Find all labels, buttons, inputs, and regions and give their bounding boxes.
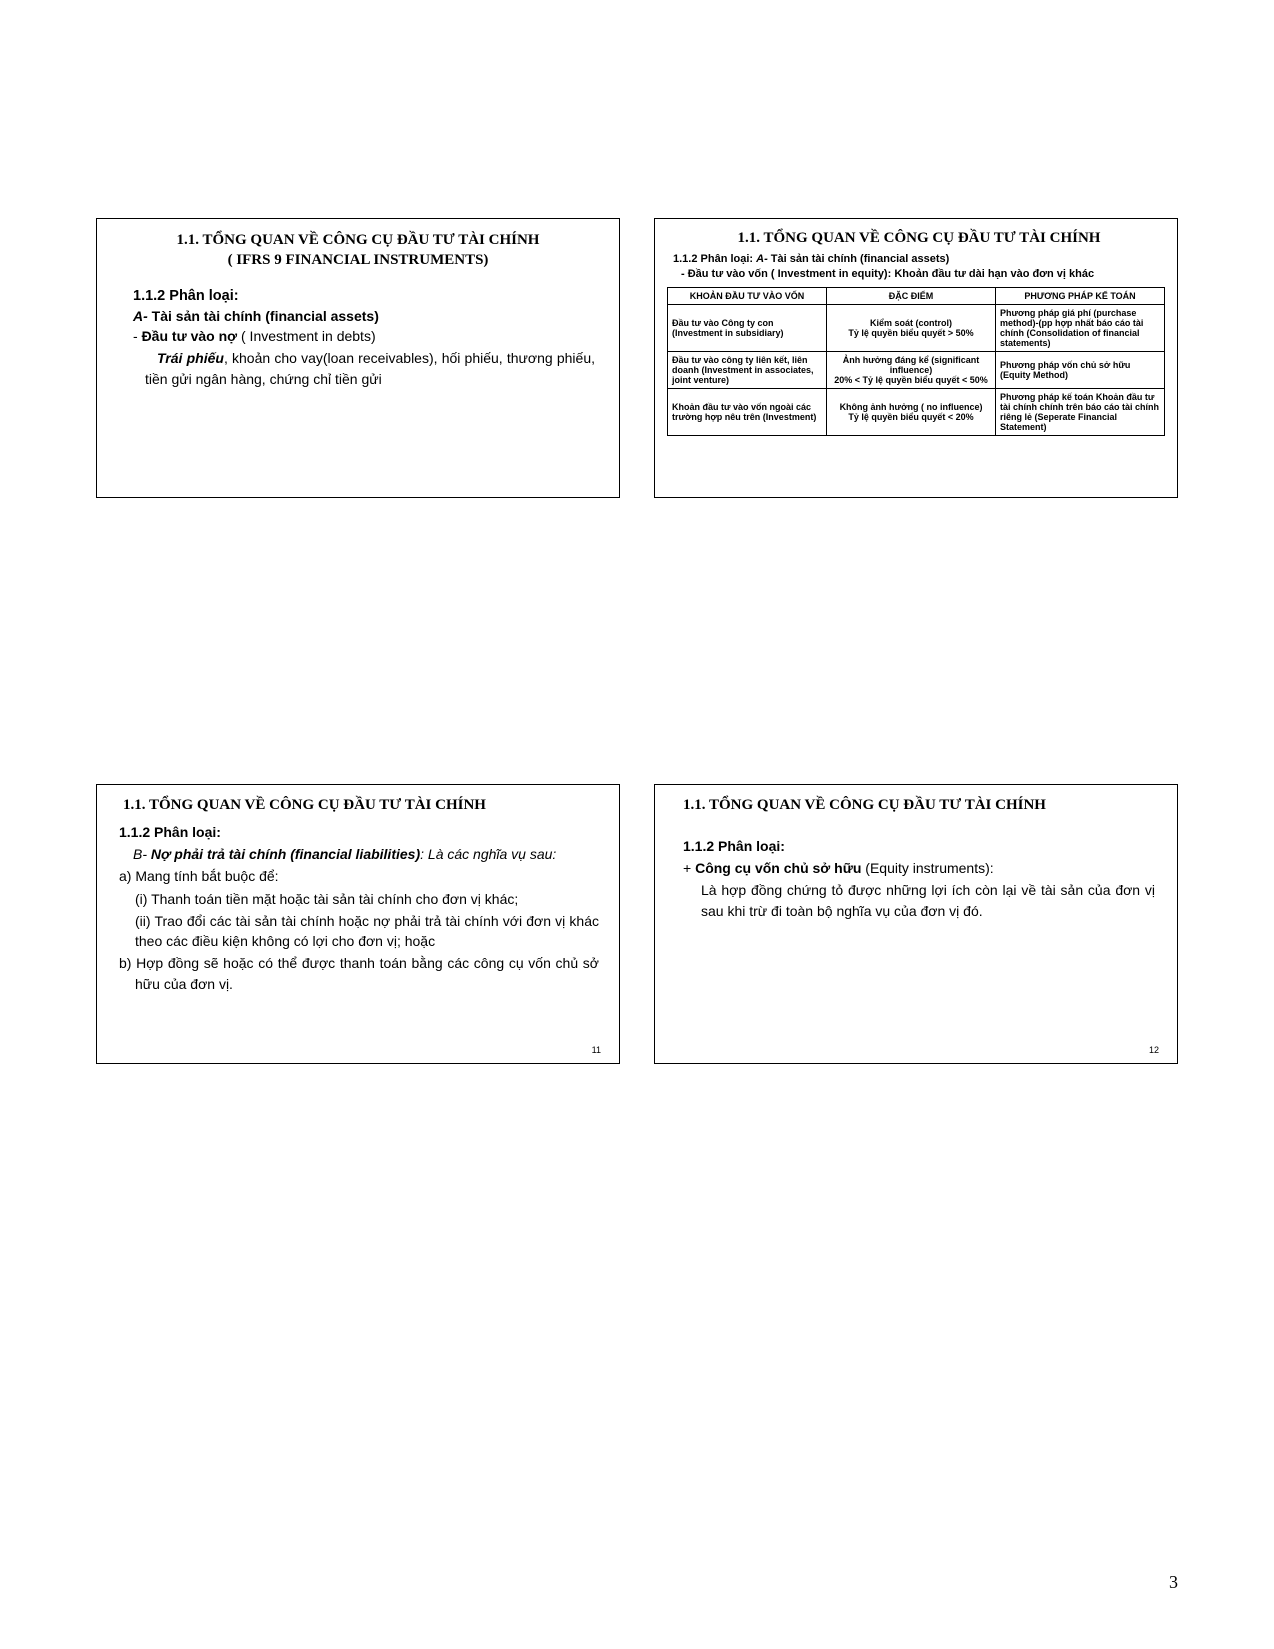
slide-grid: 1.1. TỔNG QUAN VỀ CÔNG CỤ ĐẦU TƯ TÀI CHÍ… [96,218,1178,1064]
slide11-lineB: B- Nợ phải trả tài chính (financial liab… [129,844,599,864]
slide9-h2-prefix: A- [133,308,148,324]
r1c2: Kiểm soát (control) Tỷ lệ quyền biểu quy… [827,305,996,352]
slide9-title-line1: 1.1. TỔNG QUAN VỀ CÔNG CỤ ĐẦU TƯ TÀI CHÍ… [177,232,540,248]
slide9-body-bi: Trái phiếu [157,350,224,366]
s11-li: (i) Thanh toán tiền mặt hoặc tài sản tài… [135,889,599,909]
th-3: PHƯƠNG PHÁP KẾ TOÁN [996,288,1165,305]
slide9-title-line2: ( IFRS 9 FINANCIAL INSTRUMENTS) [121,251,595,271]
s12-l1-prefix: + [683,860,695,876]
s12-l1-rest: (Equity instruments): [861,860,993,876]
slide12-l1: + Công cụ vốn chủ sở hữu (Equity instrum… [683,858,1155,878]
slide9-h2-main: Tài sản tài chính (financial assets) [152,308,379,324]
table-row: Đầu tư vào Công ty con (Investment in su… [668,305,1165,352]
slide9-l1-bold: Đầu tư vào nợ [142,328,238,344]
table-header-row: KHOẢN ĐẦU TƯ VÀO VỐN ĐẶC ĐIỂM PHƯƠNG PHÁ… [668,288,1165,305]
slide-12: 1.1. TỔNG QUAN VỀ CÔNG CỤ ĐẦU TƯ TÀI CHÍ… [654,784,1178,1064]
slide10-sub1-prefix: 1.1.2 Phân loại: [673,253,756,265]
slide9-title: 1.1. TỔNG QUAN VỀ CÔNG CỤ ĐẦU TƯ TÀI CHÍ… [121,231,595,270]
slide9-l1-rest: ( Investment in debts) [237,328,376,344]
slide11-h1: 1.1.2 Phân loại: [119,824,599,840]
s12-l1-bold: Công cụ vốn chủ sở hữu [695,860,861,876]
table-row: Khoản đầu tư vào vốn ngoài các trường hợ… [668,389,1165,436]
s11-lb: b) Hợp đồng sẽ hoặc có thể được thanh to… [119,953,599,994]
slide10-sub2: - Đầu tư vào vốn ( Investment in equity)… [681,267,1165,282]
slide9-body: 1.1.2 Phân loại: A- Tài sản tài chính (f… [133,288,595,389]
slide9-h1: 1.1.2 Phân loại: [133,288,595,304]
slide-11: 1.1. TỔNG QUAN VỀ CÔNG CỤ ĐẦU TƯ TÀI CHÍ… [96,784,620,1064]
slide12-h1: 1.1.2 Phân loại: [683,838,1155,854]
r3c3: Phương pháp kế toán Khoản đầu tư tài chí… [996,389,1165,436]
slide12-num: 12 [1149,1045,1159,1055]
slide9-line1: - Đầu tư vào nợ ( Investment in debts) [133,326,595,346]
th-1: KHOẢN ĐẦU TƯ VÀO VỐN [668,288,827,305]
slide12-title: 1.1. TỔNG QUAN VỀ CÔNG CỤ ĐẦU TƯ TÀI CHÍ… [683,797,1155,814]
slide11-num: 11 [592,1045,601,1055]
slide10-sub1: 1.1.2 Phân loại: A- Tài sản tài chính (f… [673,253,1165,265]
slide-10: 1.1. TỔNG QUAN VỀ CÔNG CỤ ĐẦU TƯ TÀI CHÍ… [654,218,1178,498]
slide9-l1-prefix: - [133,328,142,344]
s12-body: Là hợp đồng chứng tỏ được những lợi ích … [701,880,1155,921]
slide10-sub1-ital: A- [756,253,768,265]
page-number: 3 [1169,1572,1178,1593]
slide10-sub1-rest: Tài sản tài chính (financial assets) [768,253,950,265]
s11-b-rest: : Là các nghĩa vụ sau: [420,846,556,862]
r2c3: Phương pháp vốn chủ sở hữu (Equity Metho… [996,352,1165,389]
s11-b-prefix: B- [133,846,147,862]
r1c3: Phương pháp giá phí (purchase method)-(p… [996,305,1165,352]
r2c1: Đầu tư vào công ty liên kết, liên doanh … [668,352,827,389]
r1c1: Đầu tư vào Công ty con (Investment in su… [668,305,827,352]
slide11-title: 1.1. TỔNG QUAN VỀ CÔNG CỤ ĐẦU TƯ TÀI CHÍ… [123,797,599,814]
slide10-title: 1.1. TỔNG QUAN VỀ CÔNG CỤ ĐẦU TƯ TÀI CHÍ… [667,229,1165,249]
investment-table: KHOẢN ĐẦU TƯ VÀO VỐN ĐẶC ĐIỂM PHƯƠNG PHÁ… [667,287,1165,436]
table-row: Đầu tư vào công ty liên kết, liên doanh … [668,352,1165,389]
slide-9: 1.1. TỔNG QUAN VỀ CÔNG CỤ ĐẦU TƯ TÀI CHÍ… [96,218,620,498]
r3c2: Không ảnh hưởng ( no influence) Tỷ lệ qu… [827,389,996,436]
s11-lii: (ii) Trao đổi các tài sản tài chính hoặc… [135,911,599,952]
page: 1.1. TỔNG QUAN VỀ CÔNG CỤ ĐẦU TƯ TÀI CHÍ… [0,0,1274,1649]
r2c2: Ảnh hưởng đáng kể (significant influence… [827,352,996,389]
th-2: ĐẶC ĐIỂM [827,288,996,305]
slide9-h2: A- Tài sản tài chính (financial assets) [133,308,595,324]
s11-la: a) Mang tính bắt buộc để: [119,866,599,886]
r3c1: Khoản đầu tư vào vốn ngoài các trường hợ… [668,389,827,436]
s11-b-bold: Nợ phải trả tài chính (financial liabili… [151,846,420,862]
slide9-body-text: Trái phiếu, khoản cho vay(loan receivabl… [133,348,595,389]
